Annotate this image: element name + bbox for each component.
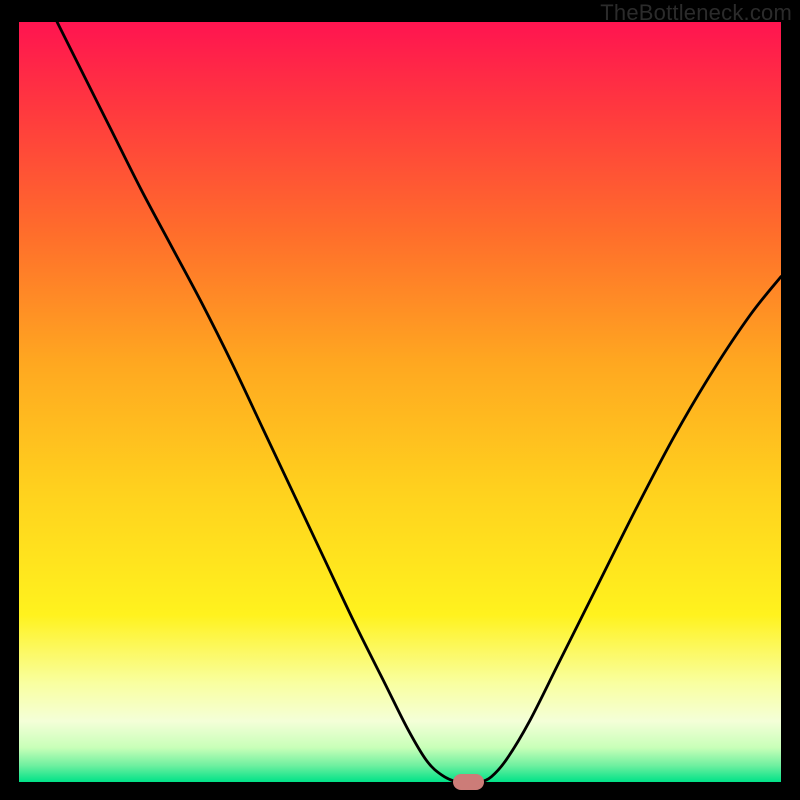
gradient-background <box>19 22 781 782</box>
watermark-text: TheBottleneck.com <box>600 0 792 26</box>
bottleneck-gradient-chart <box>19 22 781 782</box>
plot-area <box>19 22 781 782</box>
optimal-point-marker <box>453 774 483 791</box>
